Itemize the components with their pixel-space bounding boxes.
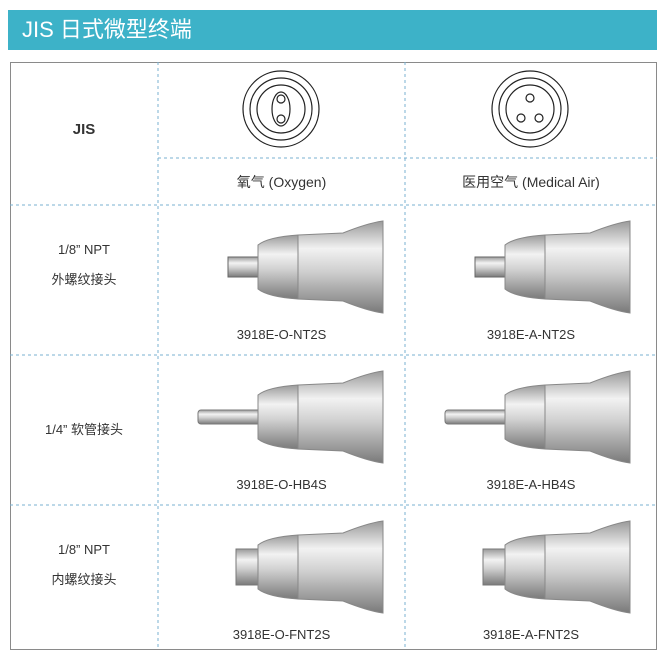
fitting-part bbox=[504, 234, 546, 300]
fitting-part bbox=[297, 370, 384, 464]
part-number: 3918E-O-NT2S bbox=[236, 327, 327, 342]
header-title: JIS 日式微型终端 bbox=[8, 10, 657, 50]
row-label: 1/8” NPT bbox=[57, 242, 110, 257]
fitting-part bbox=[257, 234, 299, 300]
fitting-part bbox=[504, 384, 546, 450]
fitting-part bbox=[257, 384, 299, 450]
part-number: 3918E-A-FNT2S bbox=[482, 627, 580, 642]
row-label: 1/4” 软管接头 bbox=[44, 422, 123, 437]
part-number: 3918E-A-NT2S bbox=[486, 327, 576, 342]
row-label: 1/8” NPT bbox=[57, 542, 110, 557]
fitting-part bbox=[544, 220, 631, 314]
fitting-part bbox=[197, 409, 263, 425]
part-number: 3918E-O-HB4S bbox=[236, 477, 327, 492]
row-label: 内螺纹接头 bbox=[51, 572, 117, 587]
row-label: 外螺纹接头 bbox=[51, 272, 117, 287]
fitting-part bbox=[257, 534, 299, 600]
part-number: 3918E-O-FNT2S bbox=[232, 627, 331, 642]
corner-label: JIS bbox=[72, 121, 96, 138]
oxygen-icon bbox=[242, 70, 320, 148]
fitting-part bbox=[297, 220, 384, 314]
fitting-part bbox=[544, 370, 631, 464]
fitting-part bbox=[504, 534, 546, 600]
column-header: 氧气 (Oxygen) bbox=[236, 174, 327, 190]
fitting-part bbox=[297, 520, 384, 614]
fitting-part bbox=[227, 256, 263, 278]
air-icon bbox=[491, 70, 569, 148]
table bbox=[10, 62, 657, 650]
column-header: 医用空气 (Medical Air) bbox=[462, 174, 600, 190]
fitting-part bbox=[474, 256, 510, 278]
fitting-part bbox=[444, 409, 510, 425]
fitting-part bbox=[544, 520, 631, 614]
part-number: 3918E-A-HB4S bbox=[486, 477, 576, 492]
grid-lines bbox=[10, 62, 657, 650]
